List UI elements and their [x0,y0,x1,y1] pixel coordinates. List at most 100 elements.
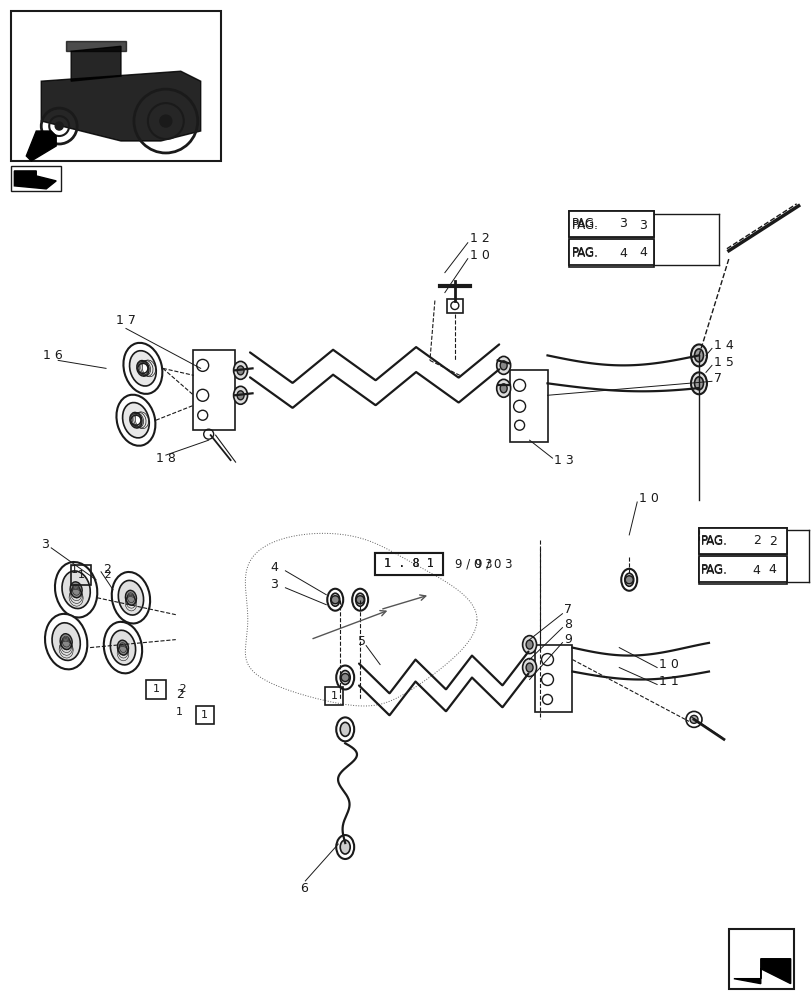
Ellipse shape [125,590,136,605]
Bar [325,687,343,705]
Text: 1: 1 [152,684,159,694]
Ellipse shape [112,572,150,623]
Text: 1 7: 1 7 [116,314,135,327]
Text: 1: 1 [78,570,84,580]
Ellipse shape [340,671,350,684]
Ellipse shape [522,659,536,677]
Ellipse shape [690,372,706,394]
Text: 3: 3 [270,578,278,591]
Text: 1 4: 1 4 [713,339,733,352]
Bar [534,645,572,712]
Bar [569,241,654,267]
Polygon shape [71,46,121,81]
Circle shape [160,115,172,127]
Text: 2: 2 [175,688,183,701]
Text: 1: 1 [71,565,78,575]
Ellipse shape [52,623,80,660]
Bar [698,528,786,554]
Ellipse shape [693,377,702,390]
Ellipse shape [237,391,244,400]
Bar [71,565,91,585]
Circle shape [331,596,339,604]
Text: 4: 4 [619,247,626,260]
Ellipse shape [340,722,350,736]
Text: 1 0: 1 0 [470,249,489,262]
Text: PAG.: PAG. [571,247,598,260]
Text: PAG.: PAG. [571,217,598,230]
Text: 1: 1 [175,707,182,717]
Text: 3: 3 [41,538,49,551]
Text: 3: 3 [638,219,646,232]
Bar [11,11,221,161]
Bar [446,299,462,313]
Text: 1: 1 [330,691,337,701]
Text: 1 1: 1 1 [659,675,678,688]
Ellipse shape [55,562,97,617]
Ellipse shape [496,379,510,397]
Text: 7: 7 [713,372,721,385]
Ellipse shape [330,593,339,606]
Polygon shape [15,171,56,189]
Circle shape [689,715,697,723]
Ellipse shape [500,361,507,370]
Text: 1 8: 1 8 [156,452,175,465]
Text: 1: 1 [201,710,208,720]
Ellipse shape [122,403,149,438]
Text: 3: 3 [619,217,626,230]
Text: 1 3: 1 3 [554,454,573,467]
Text: 1 . 8 1: 1 . 8 1 [384,557,433,570]
Text: 7: 7 [564,603,572,616]
Bar [195,706,213,724]
Ellipse shape [130,351,156,386]
Text: 4: 4 [752,564,760,577]
Circle shape [341,674,349,681]
Text: 4: 4 [768,563,775,576]
Ellipse shape [60,634,72,650]
Ellipse shape [352,589,367,611]
Ellipse shape [123,343,162,394]
Ellipse shape [340,840,350,854]
Bar [698,528,786,554]
Text: 4: 4 [270,561,278,574]
Ellipse shape [116,395,155,446]
Text: PAG.: PAG. [700,564,727,577]
Text: 1 0: 1 0 [638,492,659,505]
Polygon shape [26,131,56,161]
Text: 9 / 0 3: 9 / 0 3 [454,557,491,570]
Bar [375,553,442,575]
Bar [698,556,786,582]
Ellipse shape [624,573,633,586]
Text: PAG.: PAG. [700,534,727,547]
Bar [11,166,61,191]
Ellipse shape [104,622,142,673]
Text: PAG.: PAG. [700,563,727,576]
Bar [509,370,547,442]
Ellipse shape [327,589,343,611]
Text: PAG.: PAG. [571,219,598,232]
Ellipse shape [496,356,510,374]
Text: 2: 2 [175,684,187,694]
Bar [569,211,654,237]
Ellipse shape [45,614,88,669]
Ellipse shape [336,835,354,859]
Text: 2: 2 [768,535,775,548]
Circle shape [624,576,633,584]
Ellipse shape [234,386,247,404]
Ellipse shape [62,571,90,609]
Ellipse shape [500,384,507,393]
Ellipse shape [70,582,82,598]
Bar [375,553,442,575]
Text: 8: 8 [564,618,572,631]
Ellipse shape [693,349,702,362]
Text: 1 . 8 1: 1 . 8 1 [384,557,433,570]
Polygon shape [41,71,200,141]
Circle shape [138,363,148,373]
Bar [146,680,165,699]
Text: 1 5: 1 5 [713,356,733,369]
Ellipse shape [620,569,637,591]
Bar [569,211,654,237]
Text: 9: 9 [564,633,572,646]
Text: 1 0: 1 0 [659,658,678,671]
Circle shape [356,596,363,604]
Text: PAG.: PAG. [571,246,598,259]
